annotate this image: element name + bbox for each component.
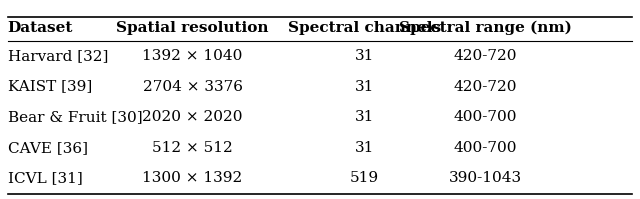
Text: 31: 31	[355, 110, 374, 124]
Text: KAIST [39]: KAIST [39]	[8, 80, 92, 94]
Text: 420-720: 420-720	[454, 49, 517, 63]
Text: Bear & Fruit [30]: Bear & Fruit [30]	[8, 110, 142, 124]
Text: 519: 519	[350, 171, 379, 185]
Text: CAVE [36]: CAVE [36]	[8, 141, 88, 155]
Text: Dataset: Dataset	[8, 21, 73, 35]
Text: 420-720: 420-720	[454, 80, 517, 94]
Text: Spectral channels: Spectral channels	[288, 21, 441, 35]
Text: 400-700: 400-700	[454, 141, 517, 155]
Text: 1392 × 1040: 1392 × 1040	[142, 49, 243, 63]
Text: 390-1043: 390-1043	[449, 171, 522, 185]
Text: Spatial resolution: Spatial resolution	[116, 21, 269, 35]
Text: Harvard [32]: Harvard [32]	[8, 49, 108, 63]
Text: 2020 × 2020: 2020 × 2020	[142, 110, 243, 124]
Text: 1300 × 1392: 1300 × 1392	[143, 171, 243, 185]
Text: Spectral range (nm): Spectral range (nm)	[399, 21, 572, 35]
Text: 2704 × 3376: 2704 × 3376	[143, 80, 243, 94]
Text: ICVL [31]: ICVL [31]	[8, 171, 83, 185]
Text: 512 × 512: 512 × 512	[152, 141, 233, 155]
Text: 400-700: 400-700	[454, 110, 517, 124]
Text: 31: 31	[355, 49, 374, 63]
Text: 31: 31	[355, 141, 374, 155]
Text: 31: 31	[355, 80, 374, 94]
